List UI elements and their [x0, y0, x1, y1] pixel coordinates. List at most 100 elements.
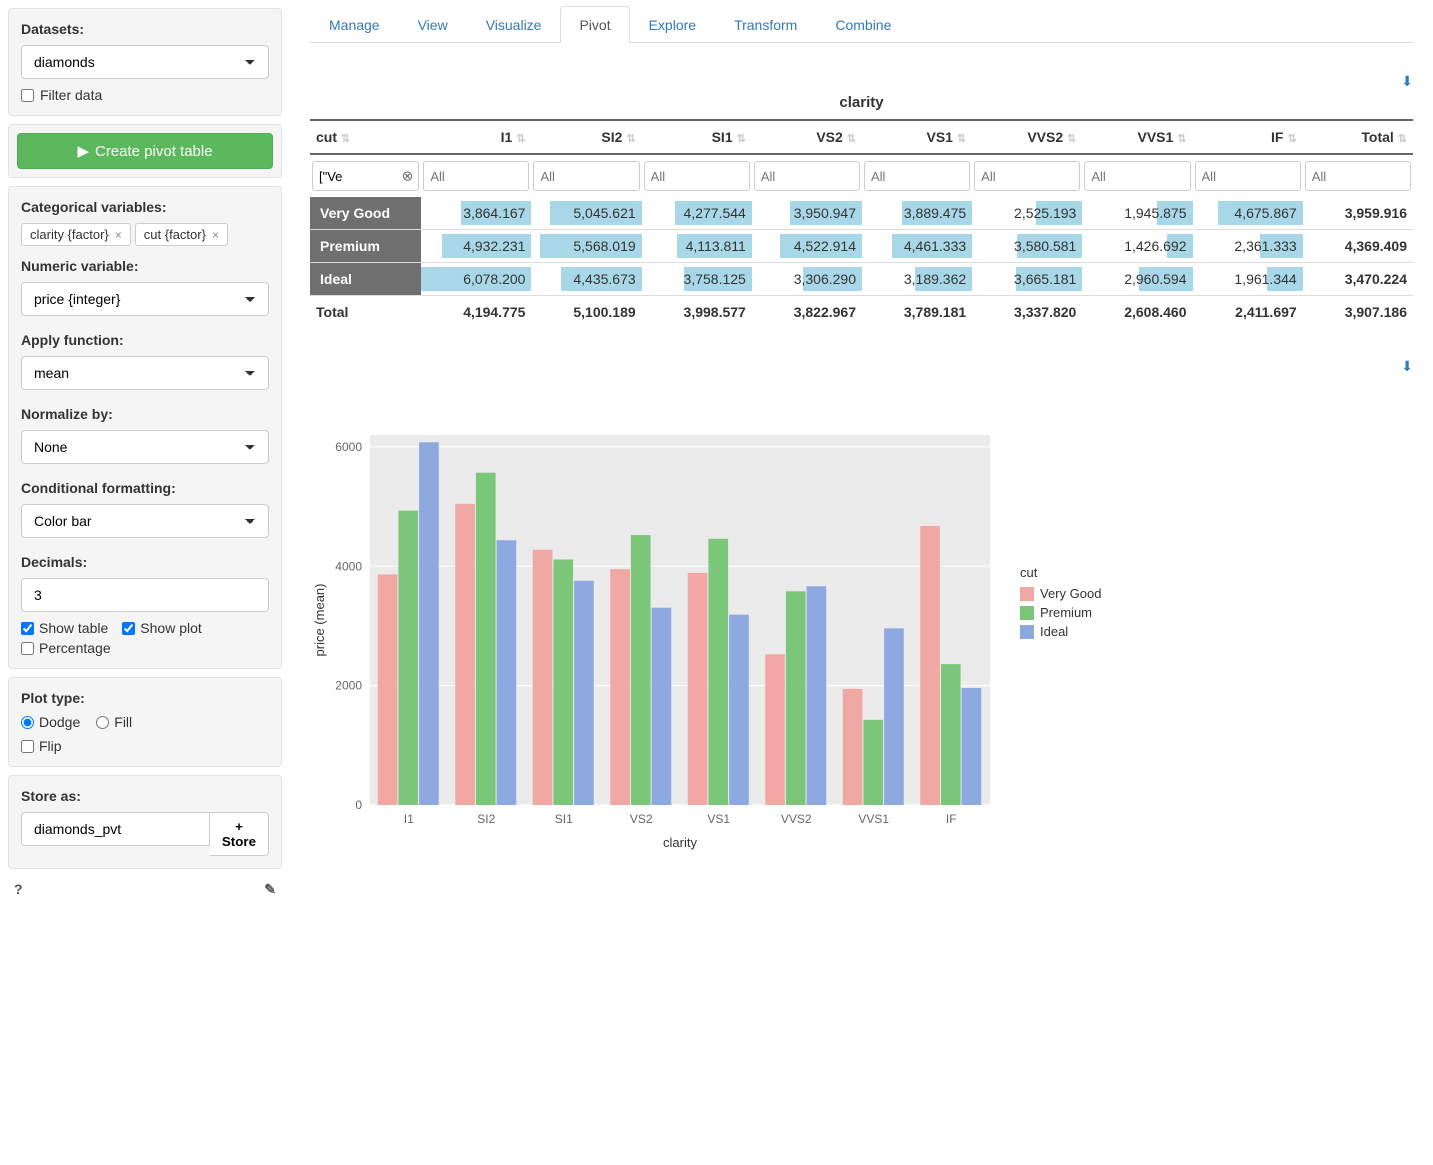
col-filter-input[interactable]	[533, 161, 639, 191]
sort-icon[interactable]: ⇅	[516, 133, 525, 145]
data-cell: 3,580.581	[972, 230, 1082, 263]
col-filter-input[interactable]	[1305, 161, 1411, 191]
col-filter-input[interactable]	[1195, 161, 1301, 191]
edit-icon[interactable]: ✎	[264, 881, 276, 898]
sort-icon[interactable]: ⇅	[1067, 133, 1076, 145]
col-filter-input[interactable]	[1084, 161, 1190, 191]
data-cell: 4,113.811	[642, 230, 752, 263]
chart-container: 0200040006000I1SI2SI1VS2VS1VVS2VVS1IFcla…	[310, 425, 1413, 855]
col-header[interactable]: VS2⇅	[752, 120, 862, 154]
tab-visualize[interactable]: Visualize	[467, 6, 561, 43]
svg-text:4000: 4000	[335, 559, 362, 573]
col-filter-input[interactable]	[864, 161, 970, 191]
data-cell: 4,435.673	[531, 263, 641, 296]
decimals-input[interactable]	[21, 578, 269, 612]
data-cell: 3,758.125	[642, 263, 752, 296]
tab-manage[interactable]: Manage	[310, 6, 399, 43]
tab-view[interactable]: View	[399, 6, 467, 43]
bar	[962, 688, 982, 805]
col-filter-input[interactable]	[974, 161, 1080, 191]
store-as-label: Store as:	[21, 788, 269, 804]
sort-icon[interactable]: ⇅	[626, 133, 635, 145]
percentage-checkbox[interactable]	[21, 642, 34, 655]
main-content: ManageViewVisualizePivotExploreTransform…	[290, 0, 1433, 910]
store-button[interactable]: + Store	[210, 812, 269, 856]
tab-combine[interactable]: Combine	[816, 6, 910, 43]
data-cell: 2,525.193	[972, 197, 1082, 230]
row-label: Premium	[310, 230, 421, 263]
data-cell: 1,426.692	[1082, 230, 1192, 263]
tab-explore[interactable]: Explore	[630, 6, 715, 43]
tab-transform[interactable]: Transform	[715, 6, 816, 43]
datasets-label: Datasets:	[21, 21, 269, 37]
remove-tag-icon[interactable]: ×	[212, 228, 219, 242]
catvar-tag[interactable]: clarity {factor}×	[21, 223, 131, 246]
col-filter-input[interactable]	[644, 161, 750, 191]
bar	[843, 689, 863, 805]
show-table-checkbox[interactable]	[21, 622, 34, 635]
bar	[419, 442, 439, 805]
sort-icon[interactable]: ⇅	[737, 133, 746, 145]
row-total: 3,470.224	[1303, 263, 1413, 296]
col-header[interactable]: SI1⇅	[642, 120, 752, 154]
datasets-select[interactable]: diamonds	[21, 45, 269, 79]
data-cell: 3,665.181	[972, 263, 1082, 296]
sidebar: Datasets: diamonds Filter data ▶ Create …	[0, 0, 290, 910]
data-cell: 2,960.594	[1082, 263, 1192, 296]
sort-icon[interactable]: ⇅	[1177, 133, 1186, 145]
help-icon[interactable]: ?	[14, 881, 23, 898]
datasets-panel: Datasets: diamonds Filter data	[8, 8, 282, 116]
bar	[884, 628, 904, 805]
tabs: ManageViewVisualizePivotExploreTransform…	[310, 6, 1413, 43]
condfmt-label: Conditional formatting:	[21, 480, 269, 496]
store-as-input[interactable]	[21, 812, 210, 846]
svg-text:SI2: SI2	[477, 812, 495, 826]
catvars-tags: clarity {factor}×cut {factor}×	[21, 223, 269, 246]
data-cell: 3,864.167	[421, 197, 531, 230]
applyfn-label: Apply function:	[21, 332, 269, 348]
numvar-label: Numeric variable:	[21, 258, 269, 274]
numvar-select[interactable]: price {integer}	[21, 282, 269, 316]
col-filter-input[interactable]	[754, 161, 860, 191]
col-header[interactable]: Total⇅	[1303, 120, 1413, 154]
filter-data-checkbox[interactable]	[21, 89, 34, 102]
catvars-label: Categorical variables:	[21, 199, 269, 215]
bar-chart: 0200040006000I1SI2SI1VS2VS1VVS2VVS1IFcla…	[310, 425, 1000, 855]
sidebar-footer: ? ✎	[8, 877, 282, 902]
condfmt-select[interactable]: Color bar	[21, 504, 269, 538]
sort-icon[interactable]: ⇅	[1287, 133, 1296, 145]
plot-dodge-radio[interactable]	[21, 716, 34, 729]
download-plot-icon[interactable]: ⬇	[310, 358, 1413, 375]
show-plot-checkbox[interactable]	[122, 622, 135, 635]
plot-fill-radio[interactable]	[96, 716, 109, 729]
table-row: Premium4,932.2315,568.0194,113.8114,522.…	[310, 230, 1413, 263]
col-header[interactable]: VVS2⇅	[972, 120, 1082, 154]
clear-filter-icon[interactable]: ⊗	[402, 168, 414, 185]
download-table-icon[interactable]: ⬇	[310, 73, 1413, 90]
plot-flip-checkbox[interactable]	[21, 740, 34, 753]
sort-icon[interactable]: ⇅	[1398, 133, 1407, 145]
catvar-tag[interactable]: cut {factor}×	[135, 223, 228, 246]
col-header[interactable]: VVS1⇅	[1082, 120, 1192, 154]
remove-tag-icon[interactable]: ×	[115, 228, 122, 242]
col-header[interactable]: IF⇅	[1193, 120, 1303, 154]
bar	[807, 586, 827, 805]
col-filter-input[interactable]	[423, 161, 529, 191]
create-pivot-button[interactable]: ▶ Create pivot table	[17, 133, 273, 169]
sort-icon[interactable]: ⇅	[957, 133, 966, 145]
bar	[708, 539, 728, 805]
tab-pivot[interactable]: Pivot	[560, 6, 629, 43]
pivot-super-header: clarity	[310, 94, 1413, 111]
legend-item: Premium	[1020, 605, 1101, 620]
normalize-select[interactable]: None	[21, 430, 269, 464]
col-header[interactable]: VS1⇅	[862, 120, 972, 154]
sort-icon[interactable]: ⇅	[847, 133, 856, 145]
row-label: Ideal	[310, 263, 421, 296]
col-header[interactable]: SI2⇅	[531, 120, 641, 154]
data-cell: 1,961.344	[1193, 263, 1303, 296]
sort-icon[interactable]: ⇅	[341, 133, 350, 145]
col-header[interactable]: I1⇅	[421, 120, 531, 154]
row-header[interactable]: cut⇅	[310, 120, 421, 154]
applyfn-select[interactable]: mean	[21, 356, 269, 390]
legend-swatch	[1020, 606, 1034, 620]
